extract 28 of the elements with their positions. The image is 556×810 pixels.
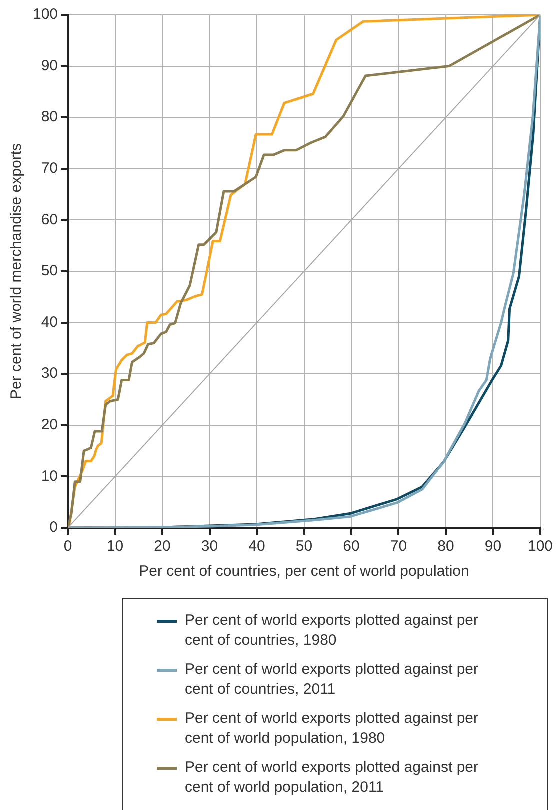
y-tick-label: 60 — [41, 211, 58, 228]
legend-label: Per cent of world exports plotted against per cent of world population, 1980 — [185, 709, 480, 749]
x-tick-label: 60 — [343, 538, 360, 556]
legend-label: Per cent of world exports plotted against per cent of countries, 2011 — [185, 660, 480, 700]
legend-label: Per cent of world exports plotted against per cent of world population, 2011 — [185, 758, 480, 798]
y-tick-label: 50 — [41, 262, 58, 280]
y-tick-label: 0 — [50, 519, 58, 536]
y-tick-label: 80 — [41, 108, 58, 126]
x-tick-label: 30 — [201, 538, 218, 556]
x-tick-label: 80 — [438, 538, 454, 556]
x-axis-title: Per cent of countries, per cent of world population — [139, 563, 470, 580]
x-tick-label: 70 — [390, 538, 408, 556]
y-tick-label: 90 — [41, 57, 58, 74]
x-tick-label: 0 — [64, 538, 72, 556]
y-tick-label: 100 — [32, 6, 58, 24]
y-tick-label: 30 — [41, 365, 58, 382]
legend-label: Per cent of world exports plotted against per cent of countries, 1980 — [185, 611, 480, 651]
x-tick-label: 20 — [154, 538, 171, 556]
x-tick-label: 50 — [296, 538, 313, 556]
y-tick-label: 70 — [41, 160, 58, 178]
x-tick-label: 100 — [528, 538, 553, 556]
y-axis-title: Per cent of world merchandise exports — [8, 144, 26, 400]
y-tick-label: 10 — [41, 468, 58, 485]
x-tick-label: 40 — [248, 538, 266, 556]
x-tick-label: 10 — [106, 538, 124, 556]
x-tick-label: 90 — [484, 538, 502, 556]
y-tick-label: 40 — [41, 314, 58, 331]
y-tick-label: 20 — [41, 416, 58, 434]
